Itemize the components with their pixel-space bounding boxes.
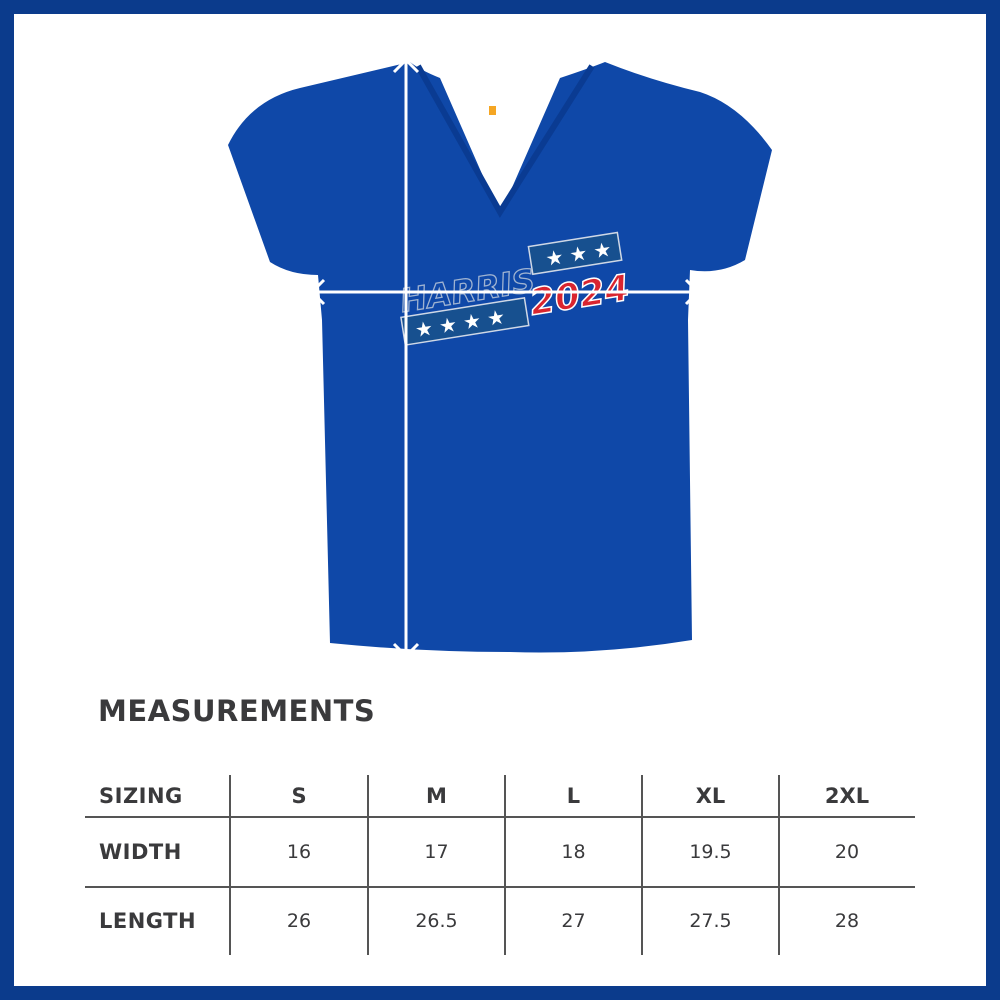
row-divider [85,886,915,888]
width-arrow [309,278,701,306]
row-divider [85,816,915,818]
column-divider [229,775,231,955]
shirt-print: ★ ★ ★ ★ ★ ★ ★ HARRIS 2024 [397,231,633,346]
table-header-cell: L [566,784,581,808]
column-divider [504,775,506,955]
table-header-cell: XL [695,784,726,808]
length-arrow [392,57,420,659]
column-divider [778,775,780,955]
table-cell: 26 [286,910,312,932]
table-header-cell: S [291,784,307,808]
shirt-illustration: TeeHunt ★ ★ ★ ★ ★ ★ ★ HARRIS 2024 [228,57,772,659]
size-chart-table: SIZING S M L XL 2XL WIDTH 16 17 18 19.5 20 LENGTH 26 2… [85,775,915,955]
column-divider [367,775,369,955]
column-divider [641,775,643,955]
table-cell: 19.5 [689,841,732,863]
brand-tag: TeeHunt [489,106,532,117]
table-cell: 17 [424,841,449,863]
row-label: LENGTH [99,909,197,933]
table-cell: 28 [834,910,860,932]
neckline [415,64,595,218]
table-cell: 18 [561,841,586,863]
measurements-title: MEASUREMENTS [98,694,376,728]
table-header-cell: SIZING [99,784,183,808]
shirt-body [228,62,772,653]
table-cell: 26.5 [415,910,458,932]
row-label: WIDTH [99,840,182,864]
table-cell: 20 [834,841,860,863]
table-cell: 27.5 [689,910,732,932]
table-header-cell: 2XL [824,784,870,808]
svg-text:TeeHunt: TeeHunt [498,108,532,117]
table-cell: 16 [286,841,312,863]
table-cell: 27 [561,910,586,932]
table-header-cell: M [426,784,447,808]
